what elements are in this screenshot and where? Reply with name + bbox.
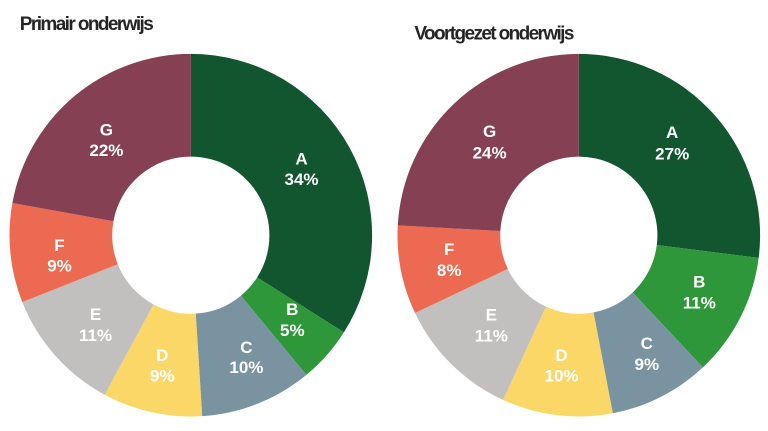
svg-text:11%: 11% xyxy=(683,294,716,313)
svg-text:G: G xyxy=(483,122,496,141)
svg-text:10%: 10% xyxy=(229,358,263,377)
svg-text:D: D xyxy=(555,346,567,365)
svg-text:C: C xyxy=(641,334,653,353)
svg-text:9%: 9% xyxy=(150,366,175,385)
svg-text:24%: 24% xyxy=(473,144,507,163)
svg-text:A: A xyxy=(666,123,678,142)
svg-text:Primair onderwijs: Primair onderwijs xyxy=(20,14,154,35)
svg-text:Voortgezet onderwijs: Voortgezet onderwijs xyxy=(414,23,574,44)
svg-text:11%: 11% xyxy=(475,326,508,345)
svg-text:F: F xyxy=(444,240,454,259)
svg-text:8%: 8% xyxy=(437,261,462,280)
svg-text:22%: 22% xyxy=(89,141,123,160)
svg-text:10%: 10% xyxy=(544,367,578,386)
svg-text:27%: 27% xyxy=(655,144,689,163)
svg-text:E: E xyxy=(486,305,497,324)
svg-text:B: B xyxy=(286,300,298,319)
svg-text:F: F xyxy=(54,236,64,255)
svg-text:9%: 9% xyxy=(47,257,72,276)
svg-text:5%: 5% xyxy=(280,321,305,340)
svg-text:E: E xyxy=(90,305,101,324)
svg-text:G: G xyxy=(100,121,113,140)
svg-text:A: A xyxy=(295,149,307,168)
svg-text:9%: 9% xyxy=(635,355,660,374)
svg-text:B: B xyxy=(693,273,705,292)
svg-text:34%: 34% xyxy=(284,170,318,189)
svg-text:11%: 11% xyxy=(79,326,112,345)
svg-text:C: C xyxy=(240,338,252,357)
svg-text:D: D xyxy=(156,346,168,365)
